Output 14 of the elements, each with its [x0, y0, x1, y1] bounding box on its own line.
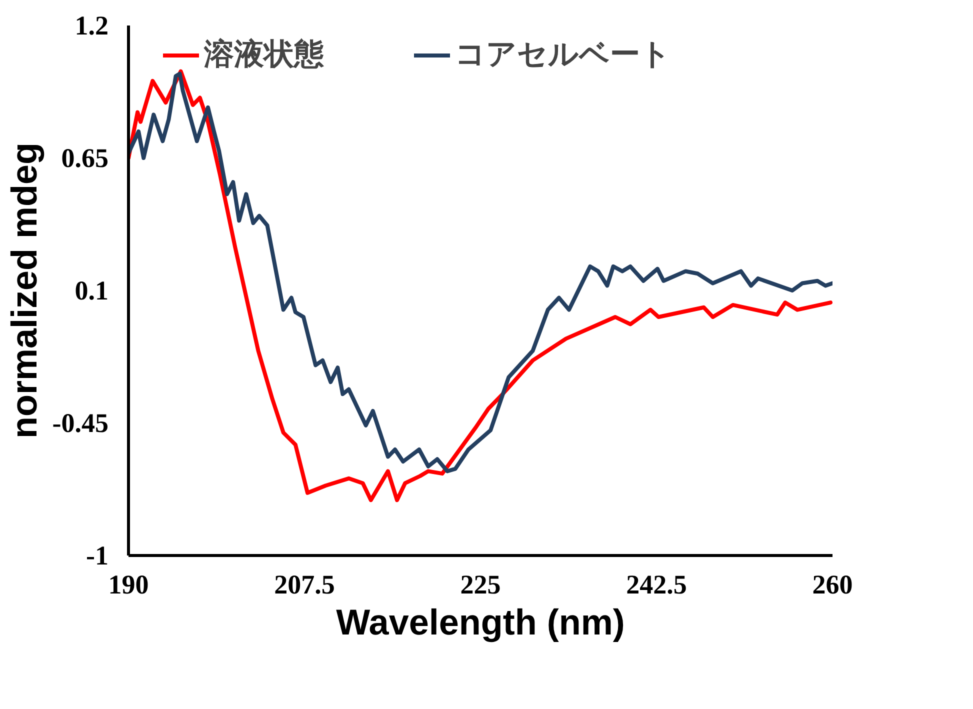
- legend-label: コアセルベート: [455, 36, 671, 74]
- x-axis-title: Wavelength (nm): [336, 602, 625, 642]
- y-axis-title: normalized mdeg: [3, 142, 44, 439]
- y-tick-label: 0.1: [74, 276, 108, 306]
- y-tick-label: 0.65: [61, 143, 108, 173]
- y-tick-label: 1.2: [74, 10, 108, 40]
- x-tick-label: 260: [812, 570, 853, 600]
- y-tick-label: -1: [86, 540, 109, 570]
- x-tick-label: 242.5: [626, 570, 687, 600]
- y-tick-label: -0.45: [52, 408, 109, 438]
- legend-label: 溶液状態: [204, 36, 324, 74]
- x-tick-label: 225: [460, 570, 501, 600]
- x-tick-label: 207.5: [274, 570, 335, 600]
- x-tick-label: 190: [108, 570, 149, 600]
